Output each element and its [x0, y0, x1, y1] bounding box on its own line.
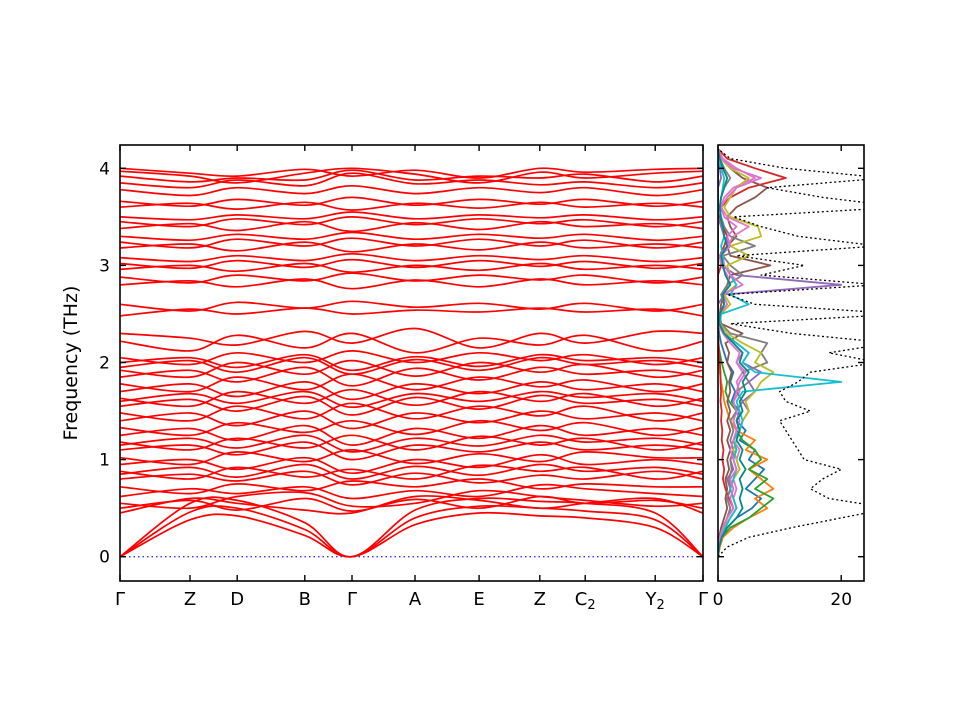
dos-panel: 0 20: [713, 144, 865, 610]
band-line: [120, 252, 703, 263]
dos-curves: [718, 148, 864, 558]
frequency-axis-label: Frequency (THz): [60, 286, 82, 441]
kpoint-label: Γ: [115, 589, 125, 610]
band-line: [120, 353, 703, 372]
band-line: [120, 237, 703, 249]
band-line: [120, 453, 703, 475]
band-line: [120, 184, 703, 197]
kpoint-label: C2: [575, 589, 596, 613]
band-line: [120, 167, 703, 179]
band-line: [120, 300, 703, 312]
band-line: [120, 478, 703, 495]
dos-curve-partial-1: [718, 148, 766, 557]
kpoint-label: Γ: [347, 589, 357, 610]
band-line: [120, 220, 703, 233]
kpoint-label: E: [473, 589, 484, 610]
band-line: [120, 307, 703, 317]
kpoint-label: D: [230, 589, 244, 610]
y-tick-label: 0: [99, 548, 110, 568]
y-tick-label: 1: [99, 451, 110, 471]
band-line: [120, 470, 703, 486]
band-line: [120, 278, 703, 290]
band-line: [120, 402, 703, 422]
band-line: [120, 434, 703, 451]
kpoint-label: Y2: [645, 589, 665, 613]
band-line: [120, 504, 703, 558]
band-line: [120, 410, 703, 430]
band-line: [120, 350, 703, 366]
band-line: [120, 262, 703, 274]
dos-curve-partial-7: [718, 148, 756, 557]
dos-curve-partial-10: [718, 148, 843, 557]
band-line: [120, 231, 703, 242]
band-line: [120, 241, 703, 253]
dos-curve-partial-5: [718, 148, 843, 557]
band-line: [120, 211, 703, 221]
band-line: [120, 196, 703, 208]
band-line: [120, 366, 703, 387]
band-line: [120, 272, 703, 284]
band-line: [120, 489, 703, 510]
band-line: [120, 394, 703, 416]
dos-curve-total: [718, 148, 864, 558]
kpoint-label: Z: [534, 589, 546, 610]
kpoint-label: A: [409, 589, 422, 610]
band-line: [120, 167, 703, 184]
band-line: [120, 373, 703, 393]
band-line: [120, 449, 703, 466]
band-line: [120, 419, 703, 437]
band-line: [120, 464, 703, 480]
kpoint-label: Z: [184, 589, 196, 610]
y-tick-label: 2: [99, 354, 110, 374]
dos-x-tick-label: 20: [830, 590, 852, 610]
band-line: [120, 424, 703, 446]
band-line: [120, 258, 703, 270]
band-structure-panel: Γ Z D B Γ A E Z C2 Y2 Γ 0 1 2 3 4: [99, 144, 708, 613]
y-tick-label: 4: [99, 159, 110, 179]
band-line: [120, 511, 703, 558]
kpoint-label: B: [299, 589, 311, 610]
band-line: [120, 201, 703, 211]
band-line: [120, 441, 703, 461]
band-line: [120, 169, 703, 183]
band-line: [120, 332, 703, 354]
dos-x-tick-label: 0: [713, 590, 724, 610]
band-line: [120, 483, 703, 500]
band-line: [120, 216, 703, 228]
band-line: [120, 496, 703, 558]
band-line: [120, 356, 703, 376]
band-line: [120, 381, 703, 401]
kpoint-label: Γ: [698, 589, 708, 610]
dos-curve-partial-12: [718, 148, 750, 557]
band-line: [120, 327, 703, 349]
band-lines: [120, 167, 703, 558]
band-line: [120, 388, 703, 408]
y-tick-label: 3: [99, 256, 110, 276]
dos-curve-partial-2: [718, 148, 775, 557]
